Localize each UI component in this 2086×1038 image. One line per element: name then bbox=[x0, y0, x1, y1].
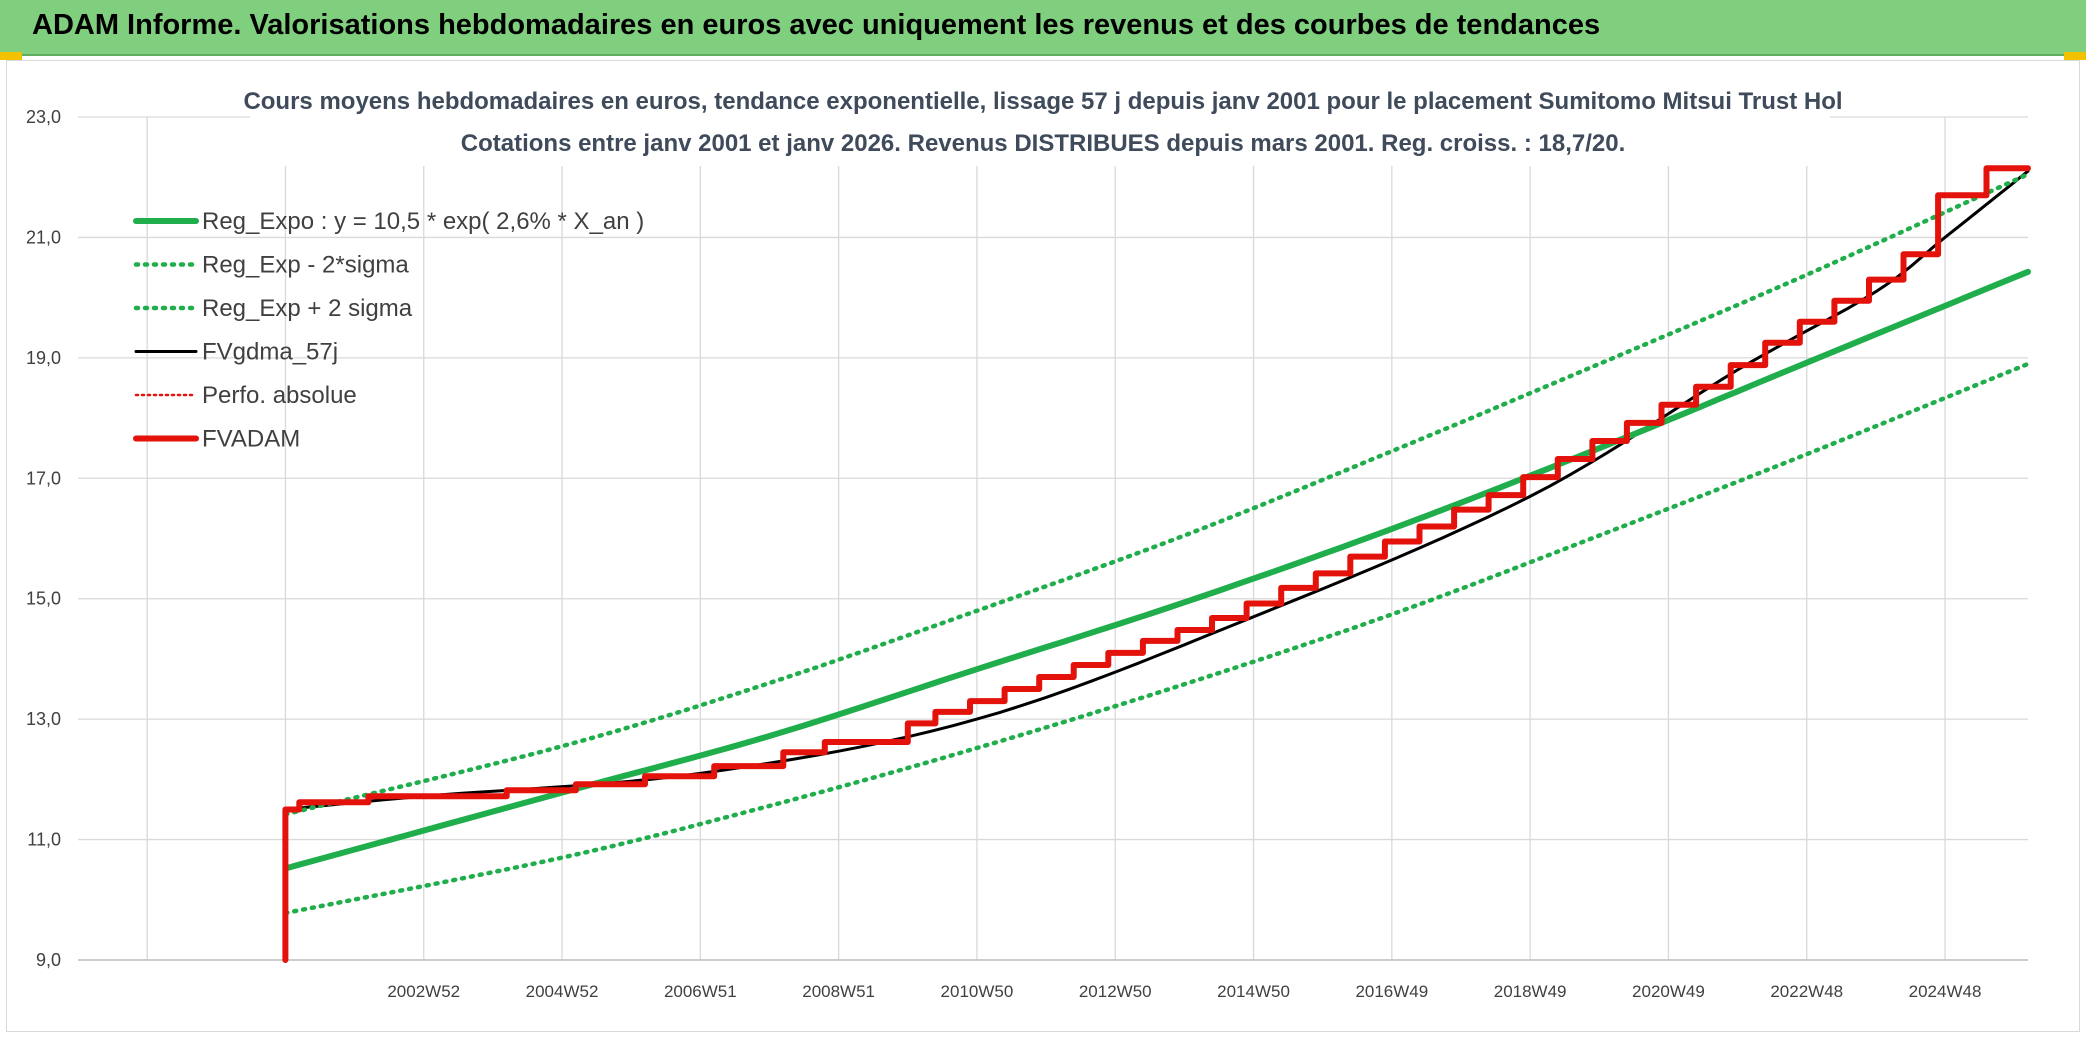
legend-label: Reg_Exp - 2*sigma bbox=[202, 252, 409, 279]
report-banner: ADAM Informe. Valorisations hebdomadaire… bbox=[0, 0, 2086, 56]
corner-marker bbox=[2064, 52, 2086, 60]
x-tick-label: 2016W49 bbox=[1355, 982, 1428, 1001]
x-tick-label: 2004W52 bbox=[526, 982, 599, 1001]
x-tick-label: 2014W50 bbox=[1217, 982, 1290, 1001]
x-tick-label: 2010W50 bbox=[941, 982, 1014, 1001]
grid-lines bbox=[78, 116, 2028, 961]
series-line-1 bbox=[283, 361, 2031, 916]
y-tick-label: 15,0 bbox=[26, 589, 61, 609]
legend-label: Perfo. absolue bbox=[202, 382, 357, 409]
chart-titles: Cours moyens hebdomadaires en euros, ten… bbox=[243, 80, 1843, 166]
x-tick-label: 2006W51 bbox=[664, 982, 737, 1001]
chart-frame bbox=[6, 60, 2080, 1032]
legend: Reg_Expo : y = 10,5 * exp( 2,6% * X_an )… bbox=[133, 208, 644, 453]
x-tick-label: 2020W49 bbox=[1632, 982, 1705, 1001]
x-tick-label: 2012W50 bbox=[1079, 982, 1152, 1001]
axis-ticks: 9,0 11,0 13,0 15,0 17,0 19,0 21,0 23,0 2002W52 20… bbox=[26, 107, 1981, 1001]
x-tick-label: 2002W52 bbox=[387, 982, 460, 1001]
y-tick-label: 13,0 bbox=[26, 709, 61, 729]
y-tick-label: 17,0 bbox=[26, 468, 61, 488]
chart-title: Cours moyens hebdomadaires en euros, ten… bbox=[243, 88, 1842, 115]
y-tick-label: 9,0 bbox=[36, 950, 61, 970]
y-tick-label: 21,0 bbox=[26, 227, 61, 247]
legend-label: Reg_Expo : y = 10,5 * exp( 2,6% * X_an ) bbox=[202, 208, 644, 235]
series-line-2 bbox=[283, 171, 2031, 817]
x-tick-label: 2008W51 bbox=[802, 982, 875, 1001]
chart-subtitle: Cotations entre janv 2001 et janv 2026. … bbox=[461, 130, 1626, 157]
legend-label: Reg_Exp + 2 sigma bbox=[202, 295, 413, 322]
series-line-0 bbox=[282, 268, 2031, 872]
series-line-5 bbox=[282, 165, 2031, 963]
x-tick-label: 2022W48 bbox=[1770, 982, 1843, 1001]
report-title: ADAM Informe. Valorisations hebdomadaire… bbox=[32, 9, 1601, 41]
corner-marker bbox=[0, 52, 22, 60]
y-tick-label: 11,0 bbox=[27, 830, 61, 850]
legend-label: FVADAM bbox=[202, 426, 300, 453]
x-tick-label: 2024W48 bbox=[1909, 982, 1982, 1001]
x-tick-label: 2018W49 bbox=[1494, 982, 1567, 1001]
y-tick-label: 23,0 bbox=[26, 107, 61, 127]
series-lines bbox=[282, 165, 2031, 963]
series-line-3 bbox=[283, 169, 2030, 811]
legend-label: FVgdma_57j bbox=[202, 339, 338, 366]
y-tick-label: 19,0 bbox=[26, 348, 61, 368]
